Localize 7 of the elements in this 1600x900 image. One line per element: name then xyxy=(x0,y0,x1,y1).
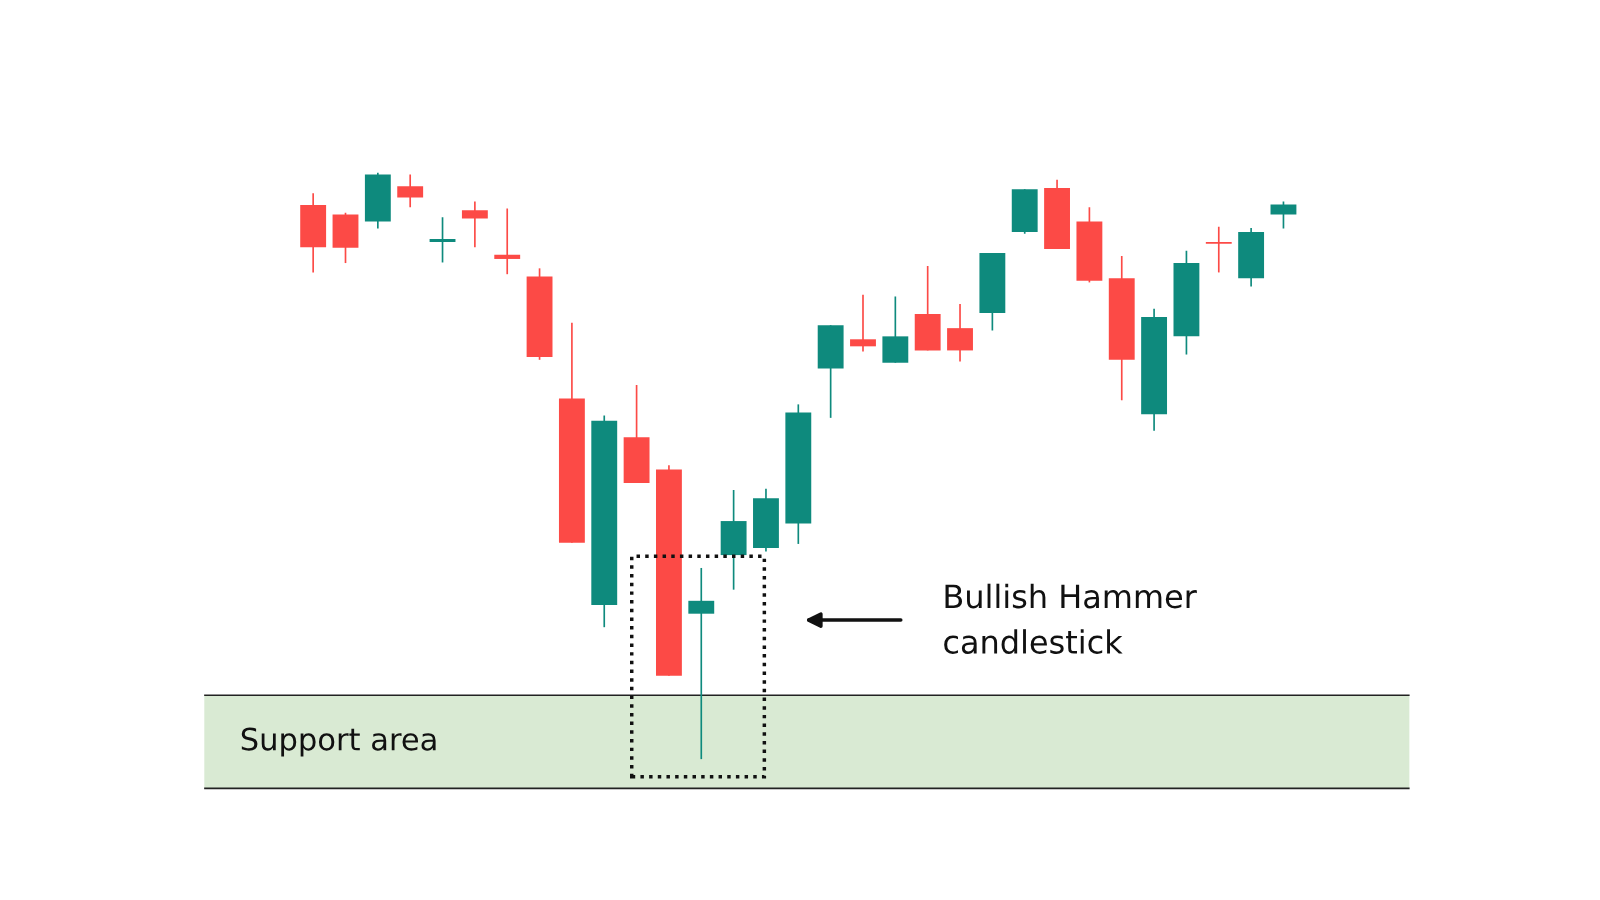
candlestick xyxy=(494,207,521,276)
candlestick xyxy=(850,293,876,353)
annotation: Bullish Hammer candlestick xyxy=(944,583,1197,654)
candlestick xyxy=(429,216,456,264)
candlestick xyxy=(688,567,715,760)
band-label: Support area xyxy=(241,727,436,757)
candlestick xyxy=(1205,225,1232,274)
